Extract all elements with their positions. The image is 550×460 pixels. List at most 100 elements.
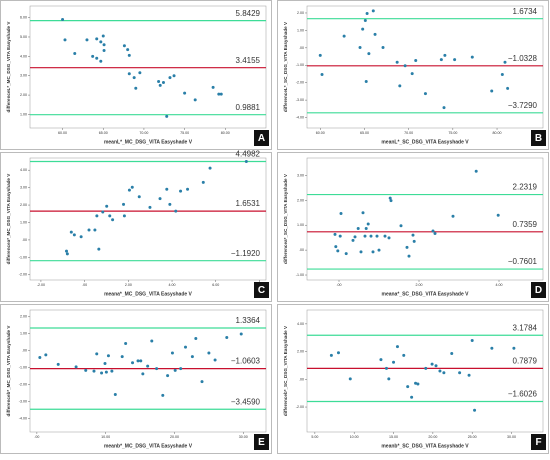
- data-point: [105, 204, 109, 208]
- data-point: [93, 228, 97, 232]
- x-tick-label: 80.00: [493, 131, 502, 135]
- x-tick-label: 2.00: [416, 283, 423, 287]
- reference-label: −1.0603: [231, 357, 261, 366]
- data-point: [361, 211, 365, 215]
- reference-label: 1.6531: [236, 199, 261, 208]
- data-point: [405, 245, 409, 249]
- panel: -1.00 .00 1.00 2.00 3.00 .00 2.00 4.00 2.2319 0.7…: [277, 152, 549, 302]
- data-point: [165, 187, 169, 191]
- plot-area: [306, 5, 544, 129]
- x-tick-label: 70.00: [404, 131, 413, 135]
- data-point: [512, 346, 516, 350]
- data-point: [110, 369, 114, 373]
- reference-label: 0.9881: [236, 103, 261, 112]
- data-point: [381, 45, 385, 49]
- data-point: [63, 38, 67, 42]
- data-point: [433, 231, 437, 235]
- data-point: [38, 355, 42, 359]
- data-point: [365, 11, 369, 15]
- y-tick-label: -4.00: [296, 115, 304, 119]
- data-point: [496, 213, 500, 217]
- data-point: [431, 229, 435, 233]
- data-point: [338, 234, 342, 238]
- data-point: [406, 385, 410, 389]
- data-point: [166, 374, 170, 378]
- data-point: [168, 76, 172, 80]
- data-point: [95, 56, 99, 60]
- reference-label: 4.4982: [236, 150, 261, 159]
- data-point: [369, 234, 373, 238]
- y-tick-label: -2.00: [296, 405, 304, 409]
- y-tick-label: 1.00: [20, 332, 27, 336]
- data-point: [122, 202, 126, 206]
- panel: -2.00 .00 2.00 4.00 5.00 10.00 15.00 20.00 25.00…: [277, 304, 549, 454]
- y-tick-label: 1.00: [297, 223, 304, 227]
- y-tick-label: 4.00: [20, 54, 27, 58]
- data-point: [384, 366, 388, 370]
- reference-label: 0.7359: [513, 220, 538, 229]
- data-point: [165, 114, 169, 118]
- data-point: [387, 236, 391, 240]
- data-point: [443, 53, 447, 57]
- y-tick-label: -3.00: [296, 98, 304, 102]
- data-point: [91, 54, 95, 58]
- data-point: [103, 362, 107, 366]
- data-point: [395, 345, 399, 349]
- reference-label: 1.3364: [236, 316, 261, 325]
- reference-label: −1.1920: [231, 249, 261, 258]
- y-tick-label: .00: [299, 377, 304, 381]
- y-tick-label: 1.00: [20, 112, 27, 116]
- y-tick-label: 4.00: [297, 322, 304, 326]
- x-tick-label: 20.00: [428, 435, 437, 439]
- data-point: [101, 210, 105, 214]
- data-point: [348, 377, 352, 381]
- data-point: [132, 76, 136, 80]
- data-point: [423, 92, 427, 96]
- x-tick-label: 15.00: [389, 435, 398, 439]
- data-point: [158, 83, 162, 87]
- x-tick-label: 10.00: [350, 435, 359, 439]
- data-point: [213, 358, 217, 362]
- y-tick-label: 2.00: [20, 93, 27, 97]
- panel-frame: [0, 152, 272, 302]
- x-tick-label: 30.00: [507, 435, 516, 439]
- y-tick-label: 2.00: [297, 350, 304, 354]
- data-point: [101, 34, 105, 38]
- y-tick-label: 2.00: [20, 315, 27, 319]
- data-point: [364, 79, 368, 83]
- data-point: [179, 189, 183, 193]
- data-point: [388, 196, 392, 200]
- data-point: [92, 369, 96, 373]
- data-point: [217, 92, 221, 96]
- panel-letter: B: [535, 133, 542, 144]
- panel-frame: [277, 304, 549, 454]
- data-point: [403, 64, 407, 68]
- data-point: [99, 59, 103, 63]
- data-point: [168, 202, 172, 206]
- data-point: [395, 60, 399, 64]
- data-point: [104, 370, 108, 374]
- reference-label: −3.4590: [231, 397, 261, 406]
- data-point: [363, 18, 367, 22]
- y-tick-label: -1.00: [296, 63, 304, 67]
- data-point: [411, 233, 415, 237]
- data-point: [414, 381, 418, 385]
- y-axis-label: differenceL*_SC_DSG_VITA Easyshade V: [283, 21, 288, 112]
- plot-area: [29, 157, 267, 281]
- panel-letter-box: [254, 434, 269, 450]
- y-axis-label: differencea*_MC_DSG_VITA Easyshade V: [6, 173, 11, 265]
- x-tick-label: 65.00: [360, 131, 369, 135]
- data-point: [389, 199, 393, 203]
- data-point: [173, 368, 177, 372]
- data-point: [359, 250, 363, 254]
- data-point: [336, 351, 340, 355]
- plot-area: [29, 309, 267, 433]
- data-point: [127, 72, 131, 76]
- x-axis-label: meanL*_SC_DSG_VITA Easyshade V: [381, 139, 469, 145]
- y-tick-label: -4.00: [19, 416, 27, 420]
- data-point: [458, 371, 462, 375]
- y-tick-label: -2.00: [296, 81, 304, 85]
- data-point: [430, 362, 434, 366]
- data-point: [470, 339, 474, 342]
